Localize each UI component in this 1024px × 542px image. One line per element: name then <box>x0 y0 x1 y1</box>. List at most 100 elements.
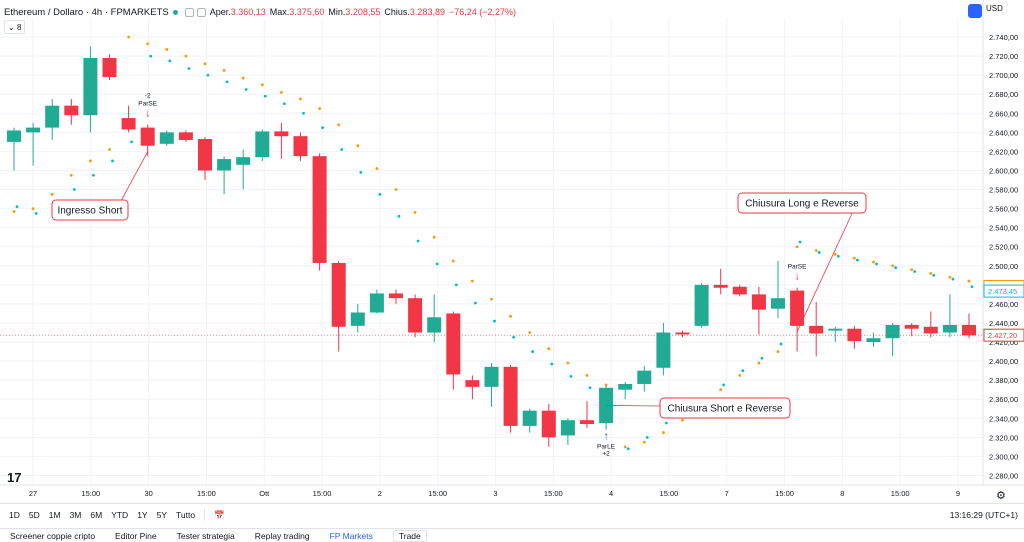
y-tick-label: 2.320,00 <box>989 433 1018 442</box>
sar-cyan-point <box>626 447 630 451</box>
x-tick-label: 9 <box>956 489 960 498</box>
range-5y[interactable]: 5Y <box>156 510 167 520</box>
range-1m[interactable]: 1M <box>48 510 61 520</box>
sar-orange-point <box>566 361 570 365</box>
settings-icon[interactable] <box>184 7 194 17</box>
tab-replay[interactable]: Replay trading <box>254 530 310 541</box>
sar-orange-point <box>547 347 551 351</box>
callout-leader <box>120 151 149 203</box>
candle-body <box>637 370 652 384</box>
calendar-icon[interactable]: 📅 <box>214 509 225 520</box>
indicator-toggle[interactable]: ⌄ 8 <box>4 20 26 34</box>
clock-readout[interactable]: 13:16:29 (UTC+1) <box>949 510 1018 520</box>
sar-orange-point <box>165 48 169 51</box>
candle-body <box>121 118 136 130</box>
sar-orange-point <box>528 331 532 334</box>
sar-orange-point <box>31 207 35 211</box>
tab-screener[interactable]: Screener coppie cripto <box>10 530 96 541</box>
callout-text: Ingresso Short <box>57 206 122 217</box>
tab-pine-editor[interactable]: Editor Pine <box>115 530 157 541</box>
sar-cyan-point <box>493 319 496 323</box>
x-tick-label: 27 <box>29 489 37 498</box>
symbol-title[interactable]: Ethereum / Dollaro · 4h · FPMARKETS <box>4 6 169 18</box>
sar-cyan-point <box>531 350 535 353</box>
sar-orange-point <box>50 192 54 196</box>
sar-cyan-point <box>130 140 134 144</box>
sar-orange-point <box>222 69 226 72</box>
tab-fp-markets[interactable]: FP Markets <box>329 530 373 541</box>
candle-body <box>828 328 843 331</box>
y-tick-label: 2.340,00 <box>989 414 1018 423</box>
sar-orange-point <box>623 445 627 449</box>
change-value: −76,24 (−2,27%) <box>448 7 517 17</box>
sar-cyan-point <box>588 386 592 390</box>
fullscreen-icon[interactable] <box>968 4 982 18</box>
x-tick-label: 15:00 <box>660 489 679 498</box>
sar-cyan-point <box>72 188 76 191</box>
candle-body <box>885 324 900 339</box>
y-tick-label: 2.620,00 <box>989 147 1018 156</box>
sar-orange-point <box>241 76 245 80</box>
candle-body <box>331 262 346 327</box>
candle-body <box>790 290 805 326</box>
candle-body <box>618 383 633 390</box>
sar-cyan-point <box>397 214 401 218</box>
sar-cyan-point <box>359 170 363 174</box>
x-tick-label: 3 <box>493 489 497 498</box>
y-tick-label: 2.540,00 <box>989 224 1018 233</box>
sar-cyan-point <box>263 94 267 98</box>
signal-label: ParSE <box>138 101 157 108</box>
y-tick-label: 2.660,00 <box>989 109 1018 118</box>
x-tick-label: 8 <box>840 489 844 498</box>
sar-cyan-point <box>779 342 783 346</box>
gear-icon[interactable]: ⚙ <box>996 490 1006 502</box>
candle-body <box>45 105 60 128</box>
sar-orange-point <box>356 144 360 148</box>
x-tick-label: 15:00 <box>313 489 332 498</box>
sar-orange-point <box>471 279 474 283</box>
range-1y[interactable]: 1Y <box>137 510 148 520</box>
sar-cyan-point <box>798 240 802 244</box>
candle-body <box>446 313 461 375</box>
sar-orange-point <box>184 54 188 58</box>
y-tick-label: 2.380,00 <box>989 376 1018 385</box>
y-tick-label: 2.600,00 <box>989 166 1018 175</box>
chevron-down-icon: ⌄ <box>8 22 17 32</box>
candle-body <box>904 324 919 329</box>
x-tick-label: 15:00 <box>197 489 216 498</box>
range-all[interactable]: Tutto <box>176 510 196 520</box>
trade-button[interactable]: Trade <box>392 529 427 542</box>
candle-body <box>427 317 442 333</box>
sar-orange-point <box>108 148 111 151</box>
tradingview-logo: 17 <box>7 470 22 485</box>
range-6m[interactable]: 6M <box>90 510 103 520</box>
price-axis-label-box <box>983 328 1024 342</box>
sar-cyan-point <box>760 356 764 360</box>
candle-body <box>942 324 957 333</box>
range-5d[interactable]: 5D <box>28 510 40 520</box>
y-tick-label: 2.640,00 <box>989 128 1018 137</box>
sar-orange-point <box>375 167 379 170</box>
sar-cyan-point <box>894 266 897 270</box>
sar-cyan-point <box>302 111 305 115</box>
range-ytd[interactable]: YTD <box>111 510 129 520</box>
y-tick-label: 2.580,00 <box>989 186 1018 195</box>
candle-body <box>217 159 232 171</box>
sar-cyan-point <box>970 285 974 289</box>
sar-cyan-point <box>34 211 38 215</box>
high-value: 3.375,60 <box>289 7 325 17</box>
sar-cyan-point <box>856 258 859 262</box>
compare-icon[interactable] <box>196 7 206 17</box>
tab-strategy-tester[interactable]: Tester strategia <box>176 530 235 541</box>
x-tick-label: 2 <box>378 489 382 498</box>
currency-label[interactable]: USD <box>986 4 1003 13</box>
sar-orange-point <box>337 123 341 127</box>
sar-orange-point <box>776 350 780 353</box>
sar-cyan-point <box>92 173 95 177</box>
callout-box <box>659 397 791 419</box>
range-1d[interactable]: 1D <box>9 510 20 520</box>
close-label: Chius. <box>384 7 410 17</box>
range-3m[interactable]: 3M <box>69 510 82 520</box>
candle-body <box>771 298 785 309</box>
